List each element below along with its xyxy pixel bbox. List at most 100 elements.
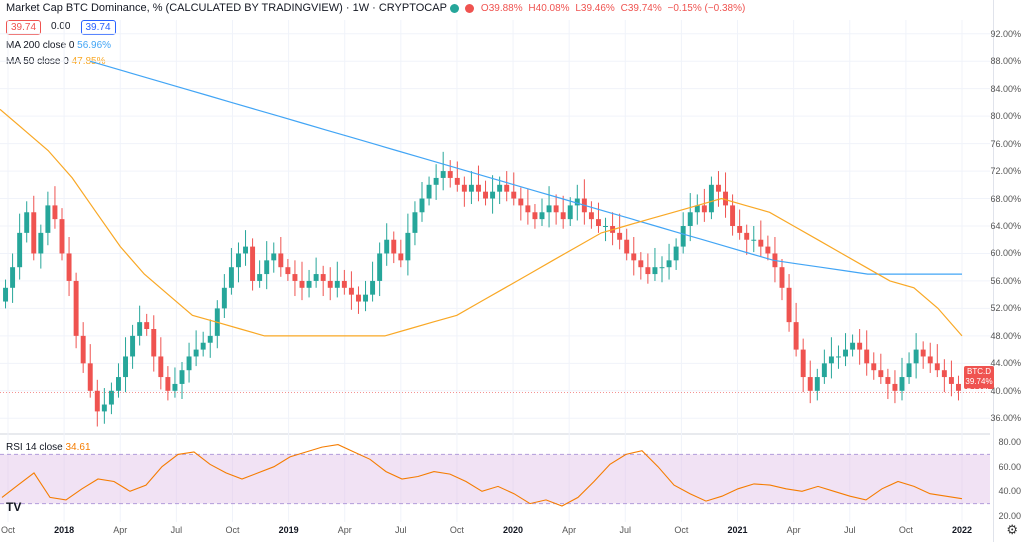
price-tick-label: 88.00% xyxy=(990,56,1021,67)
price-tick-label: 68.00% xyxy=(990,193,1021,204)
buy-button[interactable]: 39.74 xyxy=(80,20,116,35)
candle-body xyxy=(645,267,651,275)
spread-value: 0.00 xyxy=(51,21,71,32)
candle-body xyxy=(398,253,404,261)
candle-body xyxy=(405,232,411,261)
candle-body xyxy=(31,212,37,254)
candle-body xyxy=(716,184,721,192)
candle-body xyxy=(221,287,227,309)
candle-body xyxy=(433,177,439,185)
candle-body xyxy=(17,232,23,268)
candle-body xyxy=(285,267,291,275)
candle-body xyxy=(370,280,376,295)
price-tick-label: 52.00% xyxy=(990,303,1021,314)
candle-body xyxy=(913,349,919,364)
candle-body xyxy=(341,280,347,288)
price-chart[interactable] xyxy=(0,0,990,542)
candle-body xyxy=(843,349,848,357)
candle-body xyxy=(476,184,481,192)
candle-body xyxy=(652,267,658,275)
symbol-label: BTC.D xyxy=(967,367,991,376)
candle-body xyxy=(123,356,128,378)
time-tick-label: Jul xyxy=(170,525,183,535)
candle-body xyxy=(440,171,446,178)
candle-body xyxy=(871,363,877,371)
candle-body xyxy=(348,287,354,295)
candle-body xyxy=(927,356,933,364)
candle-body xyxy=(885,377,891,384)
candle-body xyxy=(659,267,665,269)
candle-body xyxy=(948,377,954,384)
rsi-tick-label: 80.00 xyxy=(998,437,1021,448)
candle-body xyxy=(151,329,157,357)
price-tick-label: 36.00% xyxy=(990,413,1021,424)
rsi-label: RSI 14 close xyxy=(6,442,63,453)
candle-body xyxy=(567,205,573,220)
candle-body xyxy=(419,198,425,213)
alert-icon[interactable] xyxy=(464,3,474,13)
candle-body xyxy=(504,184,510,192)
price-tick-label: 48.00% xyxy=(990,330,1021,341)
time-tick-label: Oct xyxy=(225,525,240,535)
time-tick-label: Oct xyxy=(449,525,464,535)
candle-body xyxy=(306,280,312,288)
candle-body xyxy=(363,294,368,302)
time-axis[interactable]: Oct 2018 Apr Jul Oct 2019 Apr Jul Oct 2020 Apr Jul O… xyxy=(0,525,990,542)
candle-body xyxy=(165,377,171,391)
candle-body xyxy=(179,370,185,384)
candle-body xyxy=(821,363,827,378)
candle-body xyxy=(708,184,714,213)
candle-body xyxy=(631,253,637,261)
candle-body xyxy=(320,274,326,281)
price-tick-label: 76.00% xyxy=(990,138,1021,149)
candle-body xyxy=(461,184,467,192)
candle-body xyxy=(878,370,884,378)
candle-body xyxy=(243,246,248,254)
candle-body xyxy=(10,267,16,288)
candle-body xyxy=(786,287,792,323)
candle-body xyxy=(24,212,30,233)
candle-body xyxy=(356,294,361,302)
candle-body xyxy=(941,370,947,378)
candle-body xyxy=(158,356,164,378)
price-tick-label: 60.00% xyxy=(990,248,1021,259)
time-tick-label: Oct xyxy=(674,525,689,535)
candle-body xyxy=(207,335,213,343)
high-value: H40.08% xyxy=(528,2,570,14)
candle-body xyxy=(52,205,58,220)
ma200-legend[interactable]: MA 200 close 0 56.96% xyxy=(6,40,111,51)
bar-countdown: 5d 18h xyxy=(966,387,992,396)
candle-body xyxy=(828,356,834,364)
time-tick-label: Apr xyxy=(113,525,128,535)
candle-body xyxy=(758,239,764,247)
ma50-line xyxy=(0,108,963,337)
candle-body xyxy=(694,205,700,213)
candle-body xyxy=(292,274,298,281)
time-tick-label: 2018 xyxy=(54,525,75,535)
candle-body xyxy=(723,191,728,206)
chart-header: Market Cap BTC Dominance, % (CALCULATED … xyxy=(6,0,748,16)
sell-button[interactable]: 39.74 xyxy=(6,20,42,35)
candle-body xyxy=(80,335,86,364)
candle-body xyxy=(511,191,517,199)
candle-body xyxy=(666,260,672,268)
candle-body xyxy=(257,274,263,281)
gear-icon[interactable]: ⚙ xyxy=(1006,522,1018,537)
candle-body xyxy=(334,280,340,288)
time-tick-label: Jul xyxy=(843,525,856,535)
candle-body xyxy=(574,198,580,206)
candle-body xyxy=(447,171,453,178)
time-tick-label: Apr xyxy=(337,525,352,535)
candle-body xyxy=(793,322,799,350)
time-tick-label: Oct xyxy=(0,525,16,535)
candle-body xyxy=(391,239,397,254)
candle-body xyxy=(934,363,940,371)
price-axis[interactable]: 36.00% 40.00% 44.00% 48.00% 52.00% 56.00% 60.0… xyxy=(990,0,1024,542)
rsi-legend[interactable]: RSI 14 close 34.61 xyxy=(6,442,91,453)
rsi-tick-label: 60.00 xyxy=(998,461,1021,472)
candle-body xyxy=(66,253,72,281)
rsi-tick-label: 40.00 xyxy=(998,486,1021,497)
candle-body xyxy=(144,322,150,329)
candle-body xyxy=(497,184,503,192)
rsi-tick-label: 20.00 xyxy=(998,510,1021,521)
